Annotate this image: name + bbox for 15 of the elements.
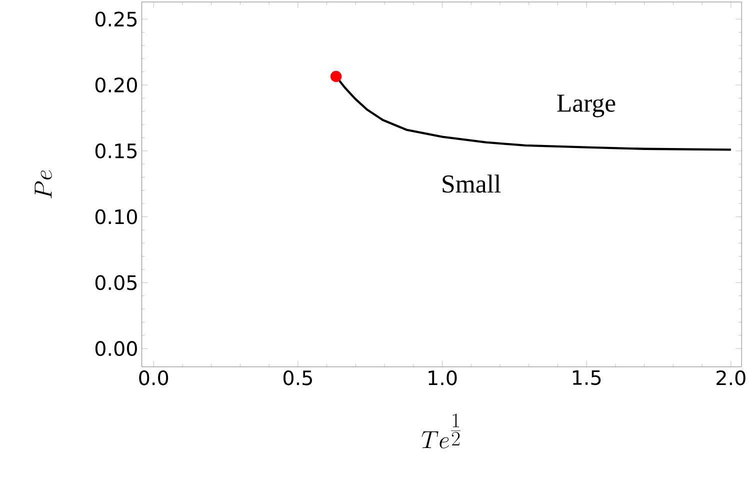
y-tick-label: 0.25 xyxy=(95,12,137,27)
y-tick-label: 0.20 xyxy=(95,78,137,93)
annotation: Large xyxy=(557,94,616,118)
y-tick-label: 0.15 xyxy=(95,144,137,158)
y-tick-label: 0.05 xyxy=(95,275,137,290)
x-axis-title: $Te^{\frac{1}{2}}$ xyxy=(422,414,461,448)
x-tick-label: 1.5 xyxy=(573,370,601,386)
x-tick-label: 1.0 xyxy=(428,370,457,386)
x-tick-label: 2.0 xyxy=(716,370,746,386)
x-tick-label: 0.5 xyxy=(283,370,312,386)
y-tick-label: 0.10 xyxy=(95,209,137,224)
y-tick-label: 0.00 xyxy=(95,341,137,356)
x-tick-label: 0.0 xyxy=(139,370,168,386)
annotation: Small xyxy=(442,174,501,193)
y-axis-title: $Pe$ xyxy=(34,170,52,198)
